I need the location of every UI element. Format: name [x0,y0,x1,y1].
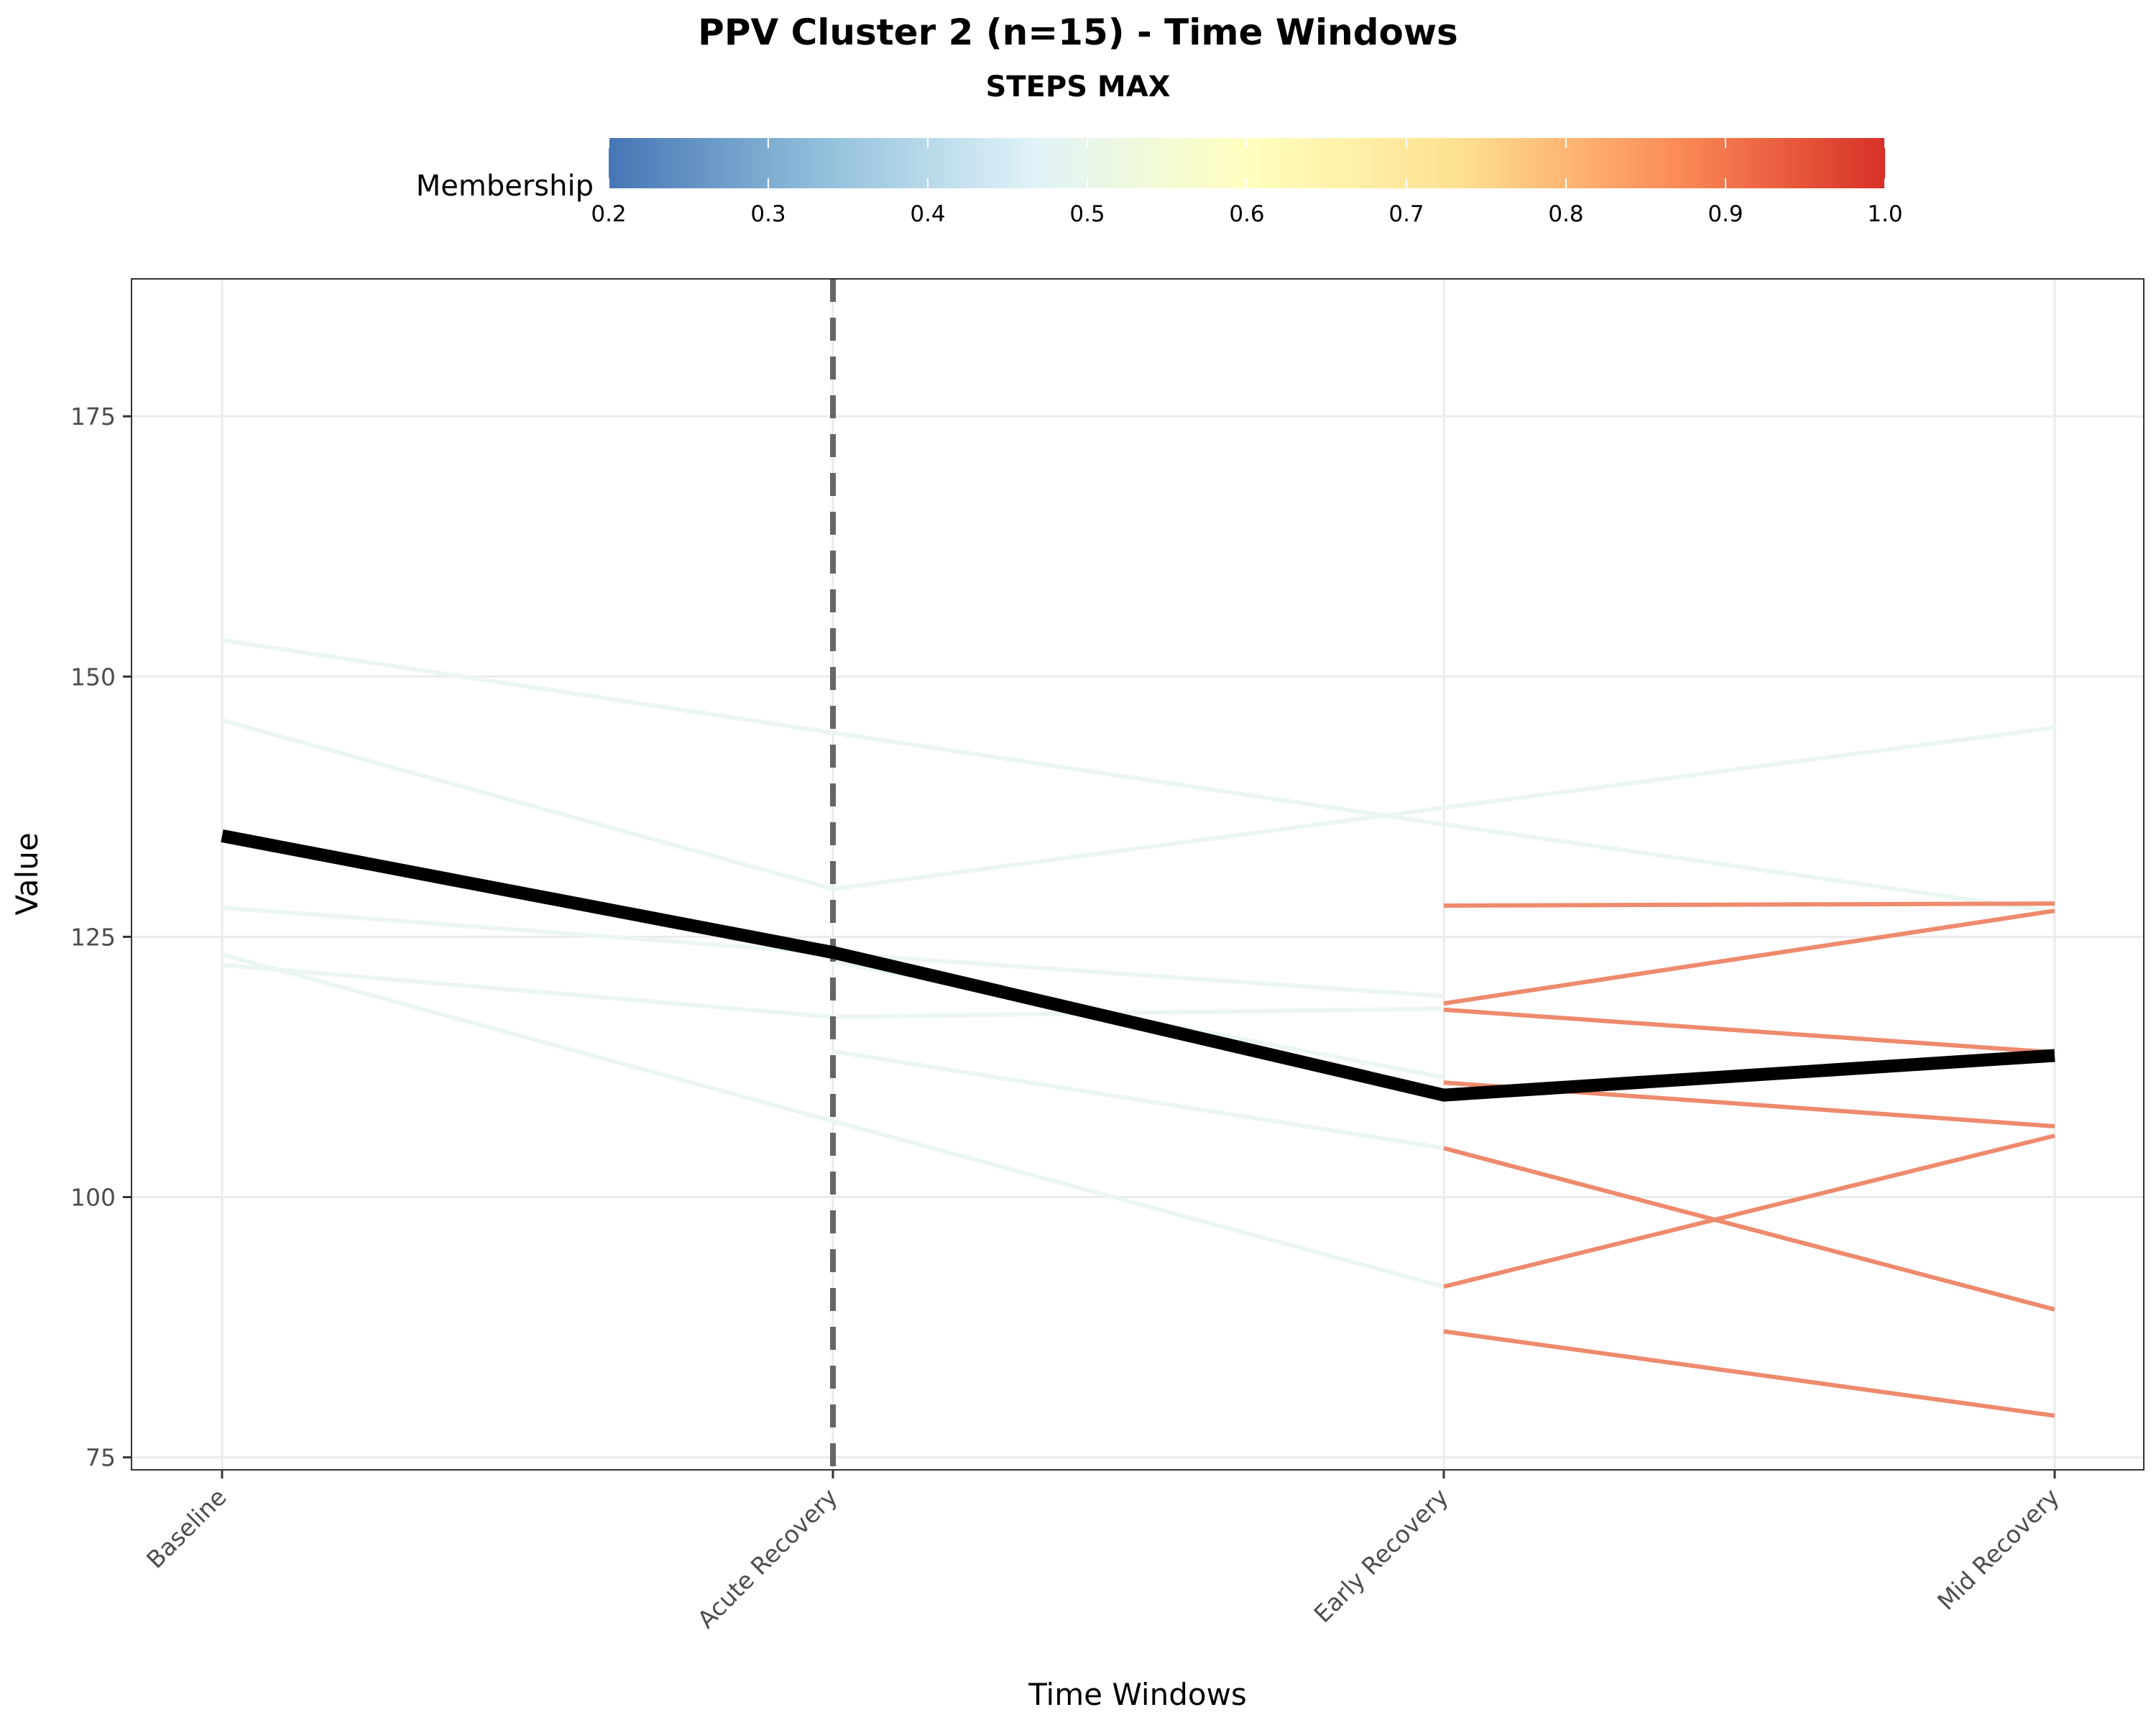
legend-tick-label: 0.8 [1548,201,1583,227]
series-line-2 [221,718,2055,891]
y-axis-title: Value [9,832,45,915]
y-tick-label-150: 150 [70,663,116,691]
series-line-1 [221,638,2055,914]
legend-tick-label: 0.9 [1708,201,1743,227]
y-tick-label-75: 75 [86,1444,116,1472]
x-tick-label-3: Mid Recovery [1932,1483,2065,1616]
plot-background [132,279,2144,1470]
legend-tick-label: 0.5 [1069,201,1105,227]
legend-tick-label: 0.3 [750,201,786,227]
y-tick-label-175: 175 [70,402,116,431]
legend-tick-label: 0.7 [1388,201,1424,227]
legend-tick-label: 1.0 [1867,201,1902,227]
legend-tick-label: 0.6 [1229,201,1264,227]
chart-title: PPV Cluster 2 (n=15) - Time Windows [698,12,1458,53]
series-line-7 [832,1049,1445,1151]
legend-tick-label: 0.2 [591,201,626,227]
series-line-centroid [221,829,2055,1102]
series-line-10 [1443,1007,2055,1055]
y-tick-label-125: 125 [70,923,116,951]
series-line-5 [221,952,1445,1289]
plot-border [131,278,2145,1471]
x-tick-label-2: Early Recovery [1309,1483,1454,1628]
x-tick-label-1: Acute Recovery [692,1483,843,1634]
legend-tick-label: 0.4 [910,201,945,227]
series-line-12 [1443,1146,2055,1312]
series-line-8 [1443,901,2055,908]
series-line-9 [1443,908,2055,1006]
chart-subtitle: STEPS MAX [985,70,1170,104]
membership-legend: Membership 0.2 0.3 0.4 0.5 0.6 0.7 0.8 0.9 1.0 [416,138,1903,227]
series-line-13 [1443,1133,2055,1289]
series-line-14 [1443,1329,2055,1418]
legend-title: Membership [416,170,594,203]
y-tick-label-100: 100 [70,1184,116,1212]
x-axis-title: Time Windows [1028,1677,1247,1712]
plot-area [131,278,2145,1471]
x-tick-label-0: Baseline [141,1483,232,1574]
